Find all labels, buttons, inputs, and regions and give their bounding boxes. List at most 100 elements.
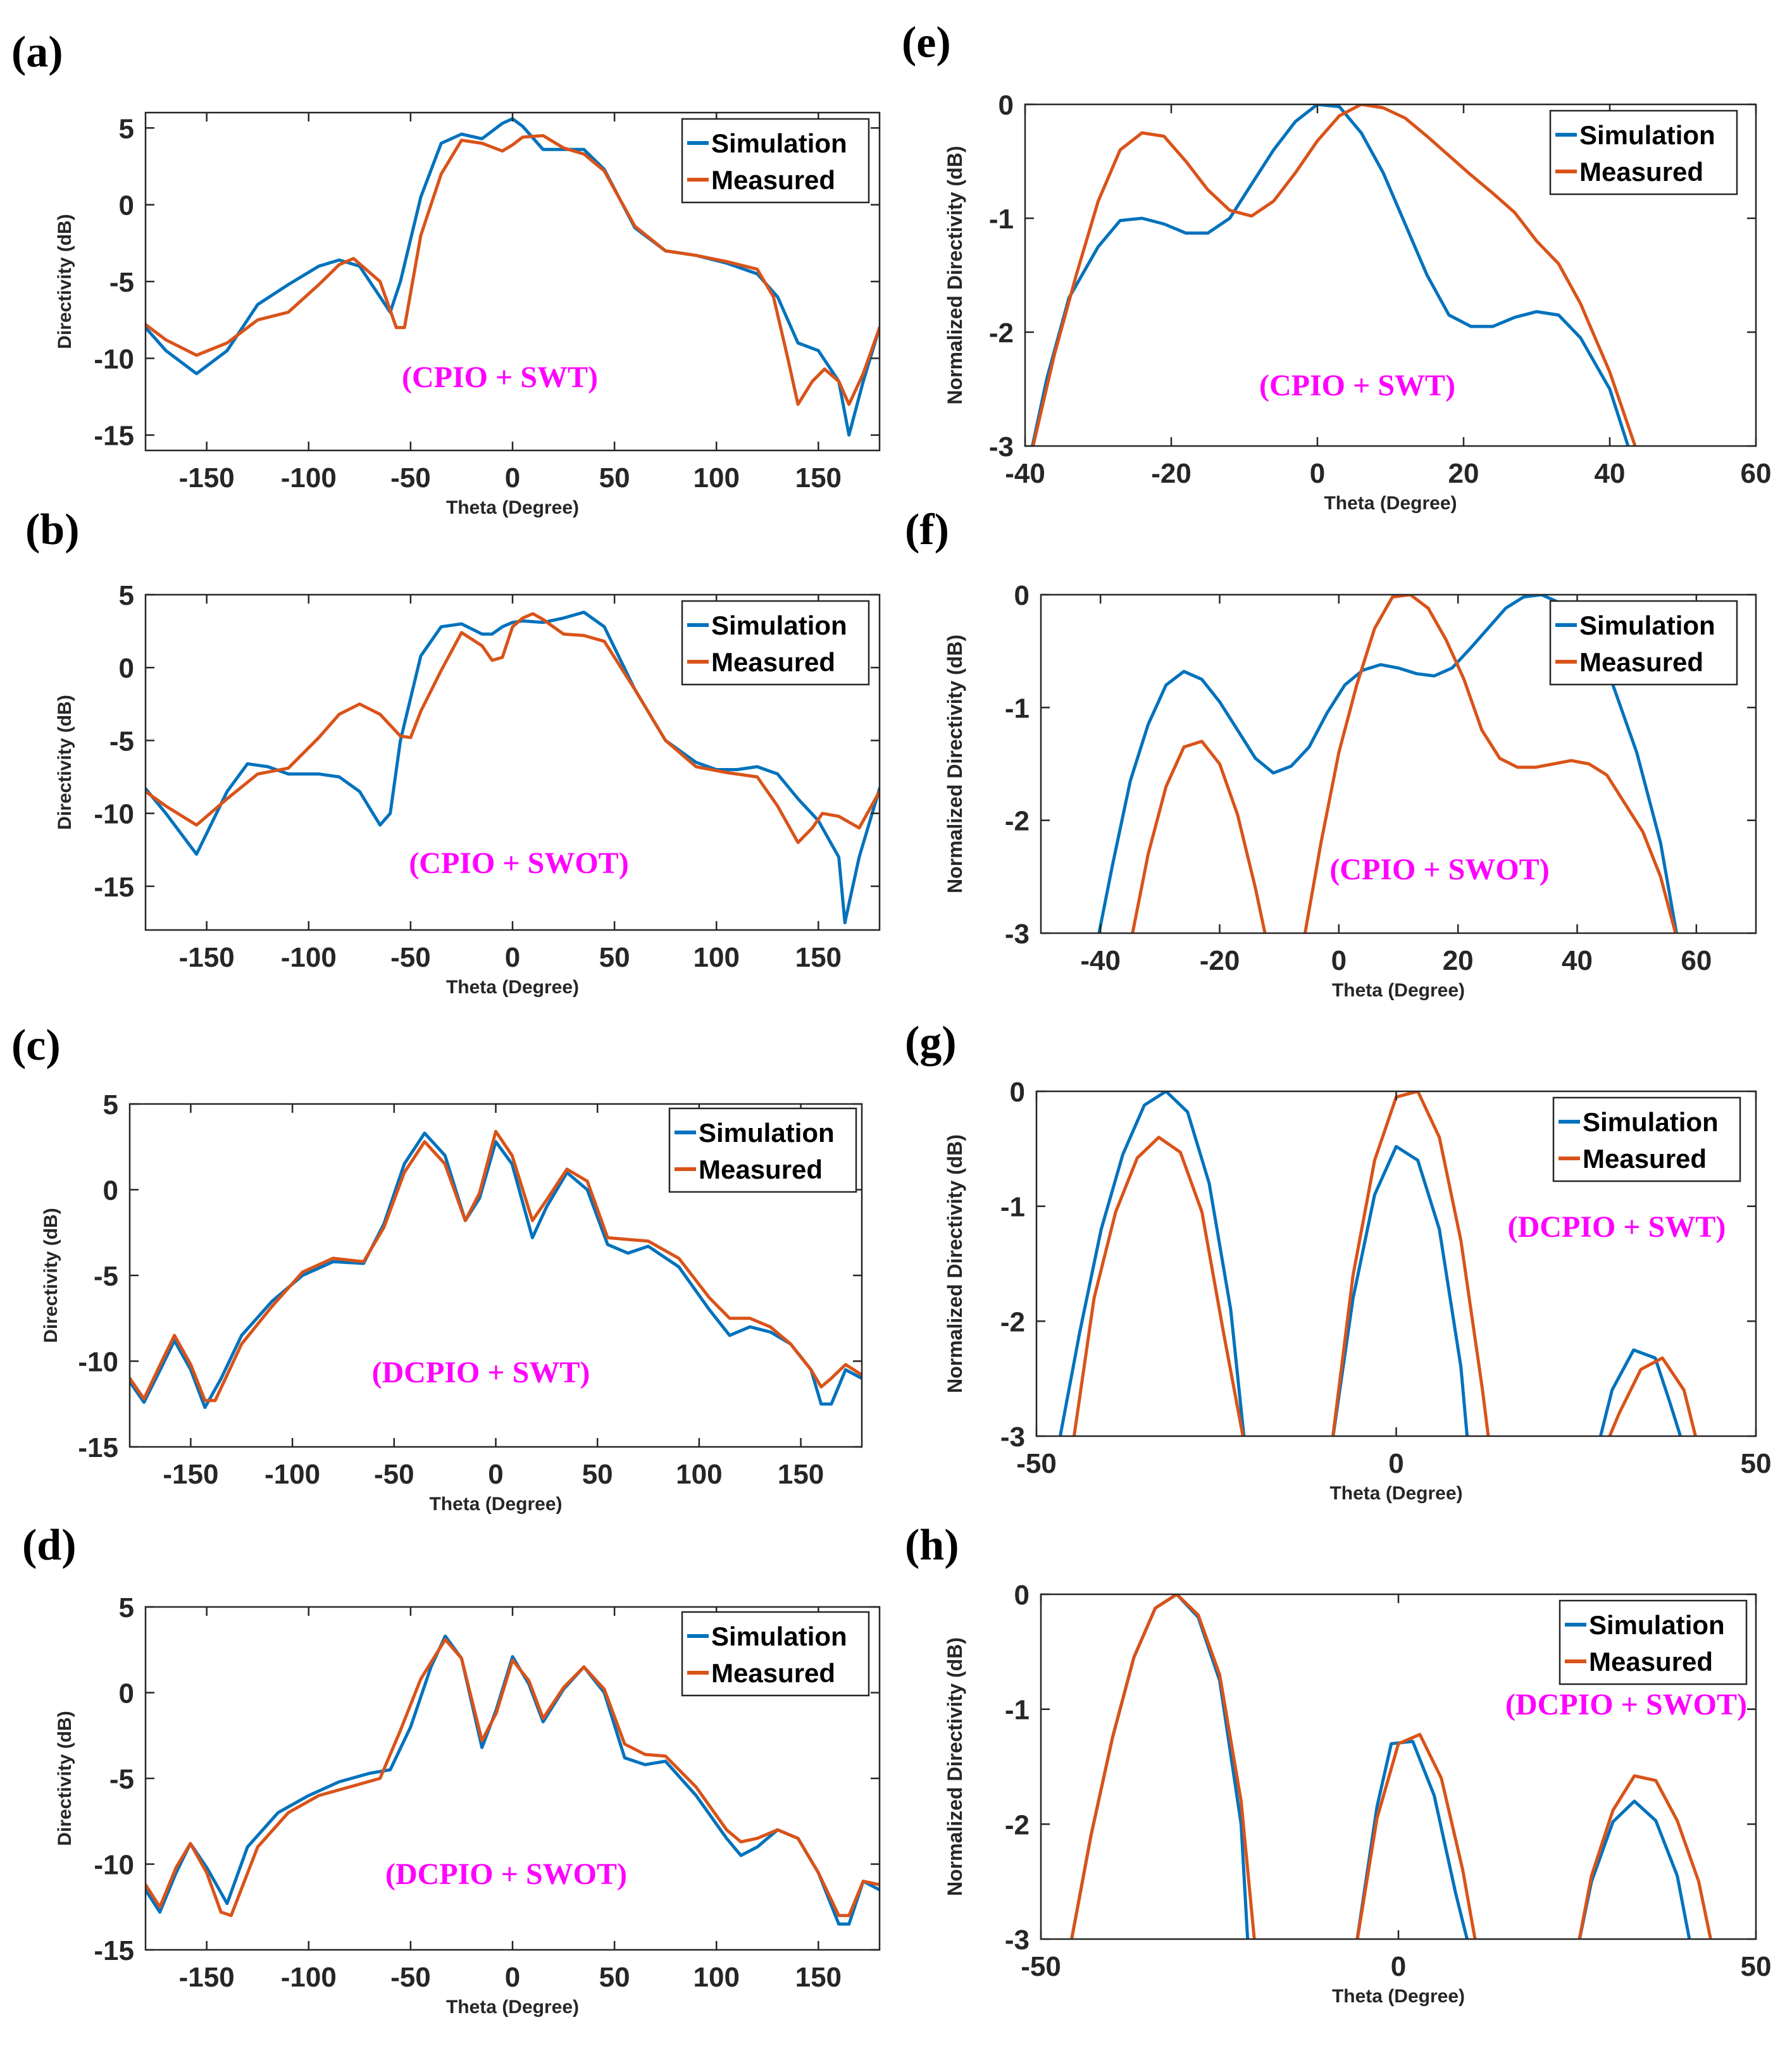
legend: Simulation Measured	[1552, 1096, 1741, 1182]
legend: Simulation Measured	[668, 1107, 857, 1193]
series-line-measured	[1577, 1774, 1712, 1939]
y-tick-label: 0	[999, 90, 1014, 121]
x-tick-label: 100	[694, 942, 740, 973]
x-tick-label: 0	[505, 942, 520, 973]
legend-label-measured: Measured	[699, 1155, 823, 1184]
y-tick-label: -10	[94, 1850, 134, 1881]
y-tick-label: -10	[94, 344, 134, 375]
y-axis-title: Normalized Directivity (dB)	[943, 1637, 966, 1896]
y-axis-title: Directivity (dB)	[54, 214, 75, 349]
x-tick-label: 50	[599, 1962, 630, 1993]
x-tick-label: 150	[778, 1459, 824, 1490]
y-axis-title: Normalized Directivity (dB)	[943, 635, 966, 893]
y-axis-title: Directivity (dB)	[40, 1208, 61, 1342]
legend-box	[1559, 1599, 1748, 1685]
y-tick-label: -2	[1000, 1306, 1025, 1337]
series-line-measured	[1070, 1594, 1256, 1939]
x-tick-label: 0	[488, 1459, 503, 1490]
x-axis-title: Theta (Degree)	[1332, 980, 1465, 1001]
y-tick-label: 0	[119, 1678, 134, 1709]
y-tick-label: -1	[989, 204, 1014, 235]
x-tick-label: -100	[281, 942, 337, 973]
y-tick-label: 0	[119, 190, 134, 221]
x-tick-label: -150	[179, 462, 235, 493]
chart-annotation: (CPIO + SWOT)	[409, 846, 628, 880]
legend-box	[1549, 600, 1738, 686]
x-axis-title: Theta (Degree)	[1332, 1986, 1465, 2007]
y-tick-label: -15	[94, 421, 134, 452]
y-tick-label: -2	[1005, 806, 1030, 837]
panel-label: (g)	[905, 1018, 957, 1067]
chart-annotation: (DCPIO + SWT)	[372, 1356, 590, 1389]
legend-box	[668, 1107, 857, 1193]
legend-label-simulation: Simulation	[711, 128, 847, 158]
series-line-measured	[1331, 1091, 1490, 1436]
panel-label: (e)	[902, 18, 951, 67]
y-tick-label: -3	[989, 431, 1014, 462]
legend-label-measured: Measured	[1579, 157, 1703, 187]
y-tick-label: -5	[109, 726, 134, 757]
x-tick-label: 0	[505, 462, 520, 493]
legend-box	[1552, 1096, 1741, 1182]
legend-label-simulation: Simulation	[711, 611, 847, 640]
x-tick-label: -50	[390, 942, 431, 973]
legend-label-measured: Measured	[711, 647, 835, 677]
x-tick-label: -150	[179, 1962, 235, 1993]
panel-e: (e) -40 -20 0 20 40 60 0 -1 -2 -3 Theta (Degree) Nor…	[902, 18, 1771, 514]
x-tick-label: 40	[1562, 945, 1593, 976]
x-tick-label: 50	[1741, 1448, 1772, 1479]
axes-box	[1040, 593, 1757, 934]
x-tick-label: -150	[179, 942, 235, 973]
y-tick-label: 0	[103, 1175, 118, 1206]
x-tick-label: 0	[1310, 458, 1325, 489]
y-tick-label: -2	[1005, 1809, 1030, 1840]
panel-f: (f) -40 -20 0 20 40 60 0 -1 -2 -3 Theta (Degree) Nor…	[905, 505, 1757, 1001]
x-tick-label: 60	[1741, 458, 1772, 489]
legend: Simulation Measured	[681, 1611, 870, 1697]
series-line-measured	[1608, 1356, 1698, 1436]
legend: Simulation Measured	[681, 118, 870, 204]
legend-label-simulation: Simulation	[711, 1621, 847, 1651]
y-tick-label: -1	[1005, 693, 1030, 724]
series-line-simulation	[1355, 1740, 1469, 1939]
legend-label-measured: Measured	[1583, 1144, 1707, 1174]
x-tick-label: -100	[264, 1459, 320, 1490]
y-tick-label: -10	[78, 1347, 118, 1378]
legend-label-measured: Measured	[1579, 647, 1703, 677]
y-tick-label: -5	[94, 1261, 118, 1292]
x-tick-label: -40	[1005, 458, 1045, 489]
x-tick-label: -100	[281, 462, 337, 493]
series-line-measured	[146, 133, 880, 406]
x-tick-label: 50	[599, 462, 630, 493]
y-axis-title: Directivity (dB)	[54, 1711, 75, 1845]
legend: Simulation Measured	[681, 600, 870, 686]
y-tick-label: -3	[1005, 919, 1030, 950]
series-line-measured	[146, 612, 880, 845]
panel-label: (d)	[22, 1521, 77, 1570]
y-tick-label: -1	[1000, 1192, 1025, 1223]
x-tick-label: -50	[1016, 1448, 1057, 1479]
legend: Simulation Measured	[1549, 109, 1738, 195]
legend-label-simulation: Simulation	[699, 1118, 835, 1148]
chart-annotation: (DCPIO + SWT)	[1508, 1210, 1726, 1244]
chart-annotation: (CPIO + SWT)	[1259, 369, 1455, 402]
chart-annotation: (DCPIO + SWOT)	[1505, 1688, 1747, 1721]
y-tick-label: -3	[1005, 1925, 1030, 1956]
x-tick-label: 150	[795, 462, 842, 493]
y-tick-label: -2	[989, 318, 1014, 349]
panel-label: (f)	[905, 505, 949, 554]
x-tick-label: 20	[1443, 945, 1474, 976]
series-line-measured	[1303, 595, 1677, 933]
y-tick-label: -10	[94, 799, 134, 830]
series-line-measured	[146, 1638, 880, 1918]
x-axis-title: Theta (Degree)	[446, 497, 579, 518]
y-tick-label: -5	[109, 267, 134, 298]
legend: Simulation Measured	[1559, 1599, 1748, 1685]
y-tick-label: 0	[119, 653, 134, 684]
panel-label: (b)	[25, 505, 80, 554]
